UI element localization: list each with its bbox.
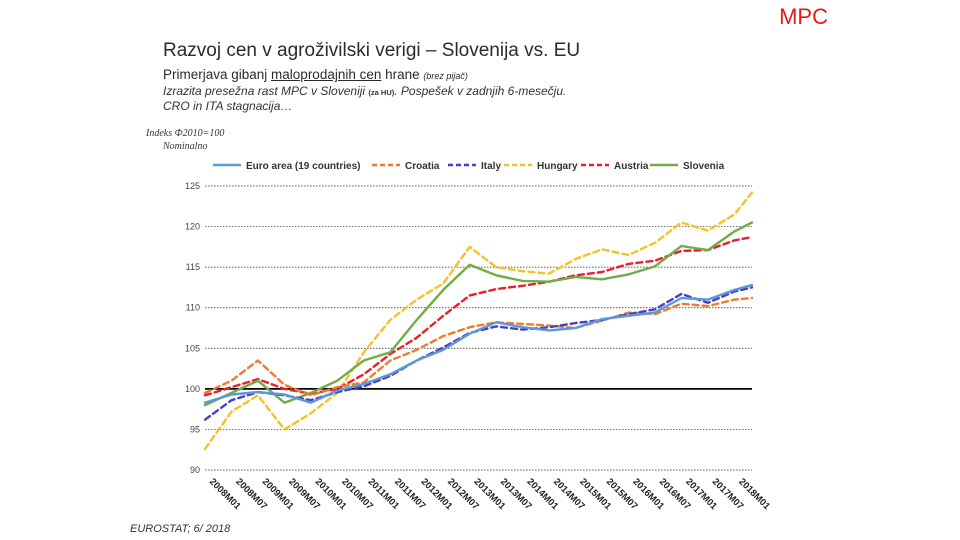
series-line-italy	[203, 286, 754, 421]
x-tick-labels: 2008M012008M072009M012009M072010M012010M…	[207, 476, 773, 512]
y-tick-label: 120	[185, 222, 200, 232]
series-lines	[203, 191, 754, 451]
legend-label: Italy	[481, 161, 501, 172]
y-tick-labels: 90 95 100 105 110 115 120 125	[185, 181, 200, 475]
series-line-euro-area-19-countries-	[203, 283, 754, 404]
nominal-note: Nominalno	[163, 141, 208, 152]
chart-legend: Euro area (19 countries) Croatia Italy Hung…	[213, 161, 725, 172]
remark-line-1: Izrazita presežna rast MPC v Sloveniji (…	[163, 84, 566, 98]
subtitle-post: hrane	[381, 67, 424, 82]
y-tick-label: 115	[186, 262, 200, 272]
subtitle-note: (brez pijač)	[423, 71, 468, 81]
series-line-slovenia	[203, 221, 754, 407]
y-tick-label: 90	[190, 465, 200, 475]
legend-label: Hungary	[537, 161, 578, 172]
remark-line-2: CRO in ITA stagnacija…	[163, 99, 293, 113]
series-line-hungary	[203, 191, 754, 451]
y-tick-label: 125	[185, 181, 200, 191]
subtitle-underlined: maloprodajnih cen	[271, 67, 382, 82]
legend-label: Croatia	[405, 161, 440, 172]
y-tick-label: 100	[185, 384, 200, 394]
remark-line-1-post: . Pospešek v zadnjih 6-mesečju.	[394, 84, 567, 98]
remark-line-1-pre: Izrazita presežna rast MPC v Sloveniji	[163, 84, 369, 98]
subtitle-pre: Primerjava gibanj	[163, 67, 272, 82]
page-subtitle: Primerjava gibanj maloprodajnih cen hran…	[163, 67, 468, 82]
index-note: Indeks Ф2010=100	[146, 128, 225, 139]
series-line-croatia	[203, 296, 754, 397]
y-tick-label: 95	[190, 424, 200, 434]
corner-tag: MPC	[779, 4, 828, 29]
remark-line-1-note: (za HU)	[368, 88, 395, 97]
y-tick-label: 105	[185, 343, 200, 353]
legend-label: Austria	[614, 161, 649, 172]
legend-label: Euro area (19 countries)	[246, 161, 360, 172]
y-tick-label: 110	[186, 303, 200, 313]
series-line-austria	[203, 235, 754, 397]
legend-label: Slovenia	[683, 161, 725, 172]
page-title: Razvoj cen v agroživilski verigi – Slove…	[163, 40, 581, 61]
source-note: EUROSTAT; 6/ 2018	[130, 523, 231, 535]
